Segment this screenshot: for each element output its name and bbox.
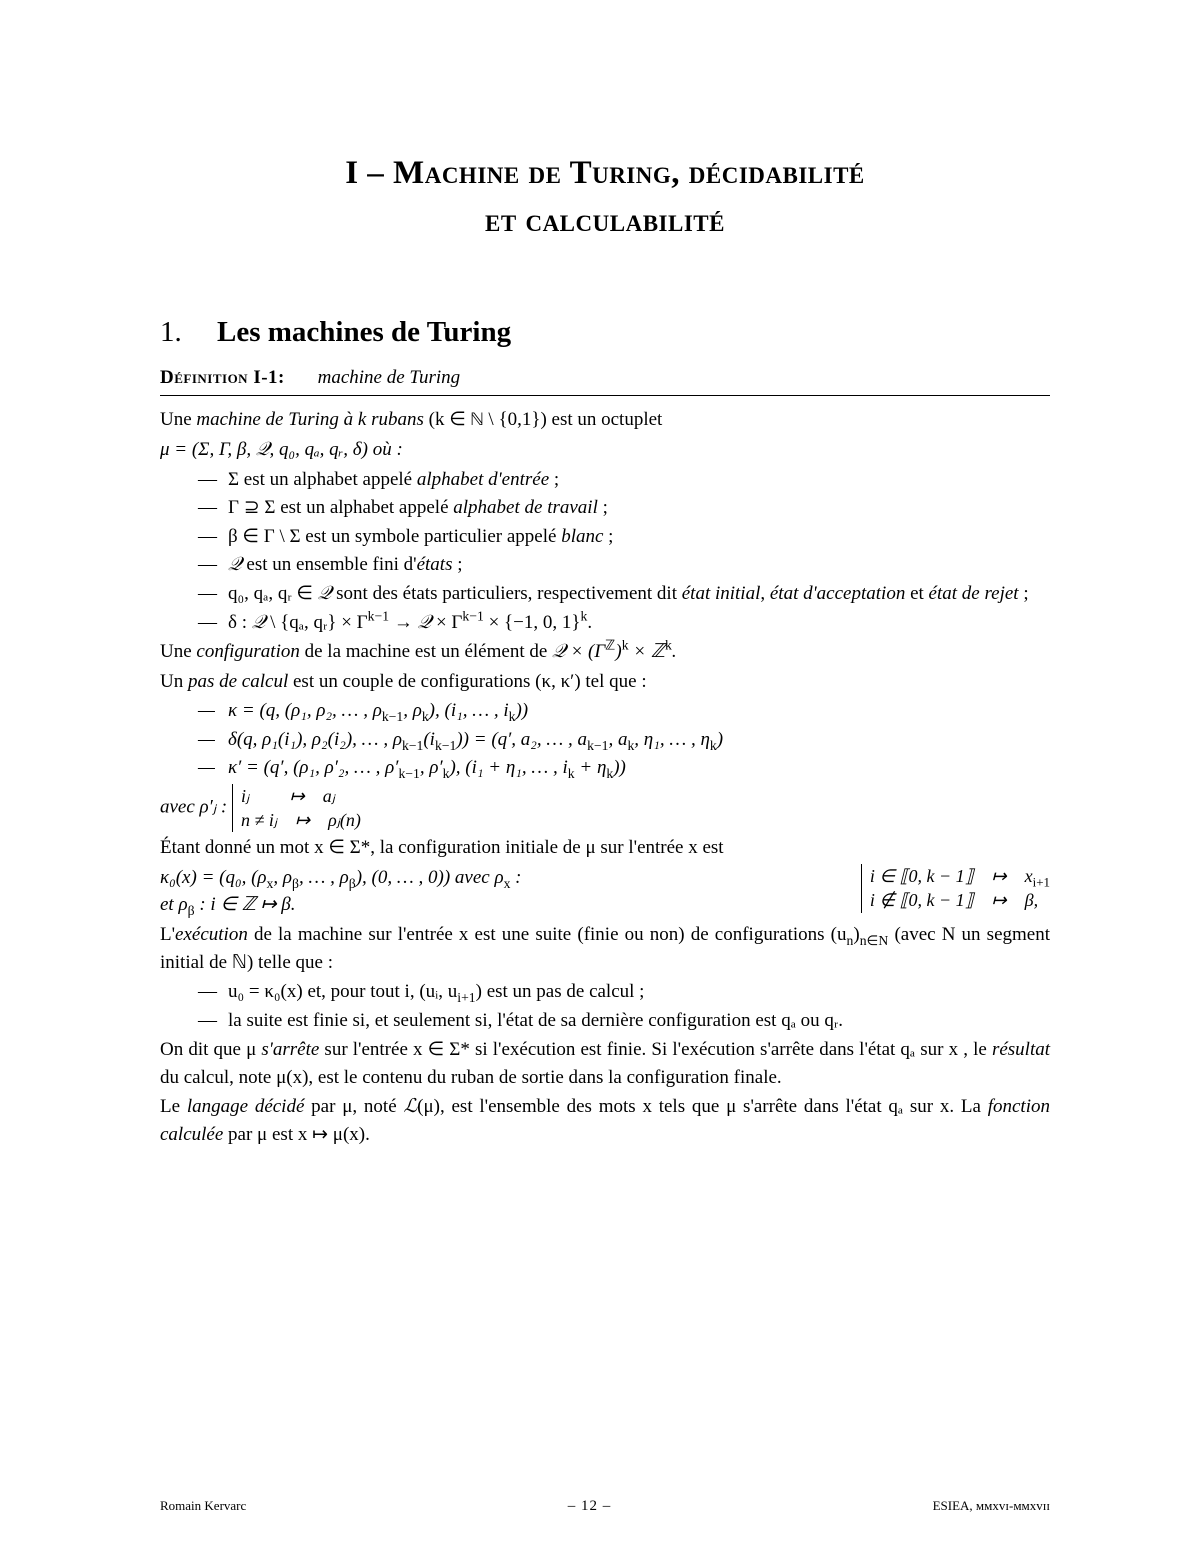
footer-left: Romain Kervarc <box>160 1498 246 1515</box>
list-item: Γ ⊇ Σ est un alphabet appelé alphabet de… <box>198 494 1050 522</box>
term-machine: machine de Turing à k rubans <box>196 409 423 430</box>
page-root: I – Machine de Turing, décidabilité et c… <box>0 0 1200 1553</box>
init-a: Étant donné un mot x ∈ Σ*, la configurat… <box>160 834 1050 862</box>
exec-line: L'exécution de la machine sur l'entrée x… <box>160 921 1050 976</box>
cases-rho-prime: iⱼ ↦ aⱼ n ≠ iⱼ ↦ ρⱼ(n) <box>232 784 361 833</box>
chapter-title-line1: I – Machine de Turing, décidabilité <box>345 155 865 191</box>
page-footer: Romain Kervarc – 12 – ESIEA, ᴍᴍxᴠɪ-ᴍᴍxᴠɪ… <box>160 1498 1050 1515</box>
footer-right: ESIEA, ᴍᴍxᴠɪ-ᴍᴍxᴠɪɪ <box>933 1498 1050 1515</box>
pas-list: κ = (q, (ρ₁, ρ₂, … , ρk−1, ρk), (i₁, … ,… <box>198 697 1050 782</box>
list-item: κ′ = (q′, (ρ₁, ρ′₂, … , ρ′k−1, ρ′k), (i₁… <box>198 754 1050 782</box>
list-item: κ = (q, (ρ₁, ρ₂, … , ρk−1, ρk), (i₁, … ,… <box>198 697 1050 725</box>
footer-page-number: – 12 – <box>568 1498 612 1515</box>
list-item: δ : 𝒬 \ {qₐ, qᵣ} × Γk−1 → 𝒬 × Γk−1 × {−1… <box>198 609 1050 637</box>
stop-para: On dit que μ s'arrête sur l'entrée x ∈ Σ… <box>160 1036 1050 1091</box>
list-item: q₀, qₐ, qᵣ ∈ 𝒬 sont des états particulie… <box>198 580 1050 608</box>
lang-para: Le langage décidé par μ, noté ℒ(μ), est … <box>160 1093 1050 1148</box>
exec-list: u₀ = κ₀(x) et, pour tout i, (uᵢ, ui+1) e… <box>198 978 1050 1034</box>
definition-rule <box>160 395 1050 396</box>
cases-rho-x: i ∈ ⟦0, k − 1⟧ ↦ xi+1 i ∉ ⟦0, k − 1⟧ ↦ β… <box>861 864 1050 913</box>
list-item: δ(q, ρ₁(i₁), ρ₂(i₂), … , ρk−1(ik−1)) = (… <box>198 726 1050 754</box>
list-item: la suite est finie si, et seulement si, … <box>198 1007 1050 1035</box>
list-item: u₀ = κ₀(x) et, pour tout i, (uᵢ, ui+1) e… <box>198 978 1050 1006</box>
definition-title: machine de Turing <box>318 367 461 388</box>
pas-line: Un pas de calcul est un couple de config… <box>160 668 1050 696</box>
init-rho-block: κ₀(x) = (q₀, (ρx, ρβ, … , ρβ), (0, … , 0… <box>160 864 1050 919</box>
section-number: 1. <box>160 316 182 349</box>
octuplet-list: Σ est un alphabet appelé alphabet d'entr… <box>198 466 1050 636</box>
definition-heading: Définition I-1: machine de Turing <box>160 367 1050 389</box>
section-title: Les machines de Turing <box>217 316 511 348</box>
section-heading: 1. Les machines de Turing <box>160 316 1050 349</box>
chapter-title: I – Machine de Turing, décidabilité et c… <box>160 150 1050 246</box>
list-item: β ∈ Γ \ Σ est un symbole particulier app… <box>198 523 1050 551</box>
list-item: 𝒬 est un ensemble fini d'états ; <box>198 551 1050 579</box>
config-line: Une configuration de la machine est un é… <box>160 638 1050 666</box>
avec-block: avec ρ′ⱼ : iⱼ ↦ aⱼ n ≠ iⱼ ↦ ρⱼ(n) <box>160 784 1050 833</box>
definition-body: Une machine de Turing à k rubans (k ∈ ℕ … <box>160 406 1050 1149</box>
intro-line: Une machine de Turing à k rubans (k ∈ ℕ … <box>160 406 1050 435</box>
list-item: Σ est un alphabet appelé alphabet d'entr… <box>198 466 1050 494</box>
chapter-title-line2: et calculabilité <box>485 203 725 239</box>
sym-N: ℕ <box>471 411 484 430</box>
mu-definition: μ = (Σ, Γ, β, 𝒬, q₀, qₐ, qᵣ, δ) où : <box>160 436 1050 464</box>
definition-label: Définition I-1: <box>160 367 285 388</box>
